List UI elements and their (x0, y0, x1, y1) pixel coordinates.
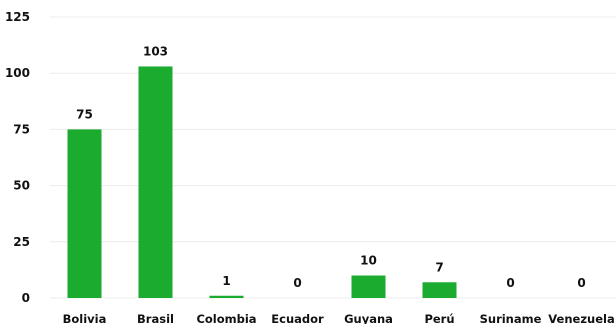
bar (351, 275, 386, 298)
data-label: 103 (143, 44, 168, 58)
bar (422, 282, 457, 298)
x-tick-label: Bolivia (63, 312, 107, 324)
x-tick-label: Colombia (196, 312, 256, 324)
x-tick-label: Ecuador (271, 312, 324, 324)
data-label: 0 (506, 276, 514, 290)
bar (138, 66, 173, 299)
bars (67, 66, 457, 299)
y-tick-label: 125 (5, 10, 30, 24)
y-tick-label: 100 (5, 66, 30, 80)
y-tick-label: 50 (13, 179, 30, 193)
grid-lines (50, 16, 616, 299)
x-tick-label: Guyana (344, 312, 393, 324)
data-label: 0 (577, 276, 585, 290)
x-tick-label: Suriname (480, 312, 542, 324)
data-label: 1 (222, 274, 230, 288)
data-label: 7 (435, 260, 443, 274)
y-tick-label: 75 (13, 122, 30, 136)
bar (67, 129, 102, 298)
x-tick-label: Venezuela (548, 312, 614, 324)
bar (209, 295, 244, 298)
x-tick-label: Perú (424, 312, 454, 324)
y-tick-label: 0 (22, 291, 30, 305)
data-label: 75 (76, 107, 93, 121)
y-tick-label: 25 (13, 235, 30, 249)
data-label: 0 (293, 276, 301, 290)
x-axis-category-labels: Bolivia Brasil Colombia Ecuador Guyana Perú Su… (63, 312, 615, 324)
y-axis-tick-labels: 0 25 50 75 100 125 (5, 10, 30, 305)
data-label: 10 (360, 254, 377, 268)
x-tick-label: Brasil (137, 312, 174, 324)
